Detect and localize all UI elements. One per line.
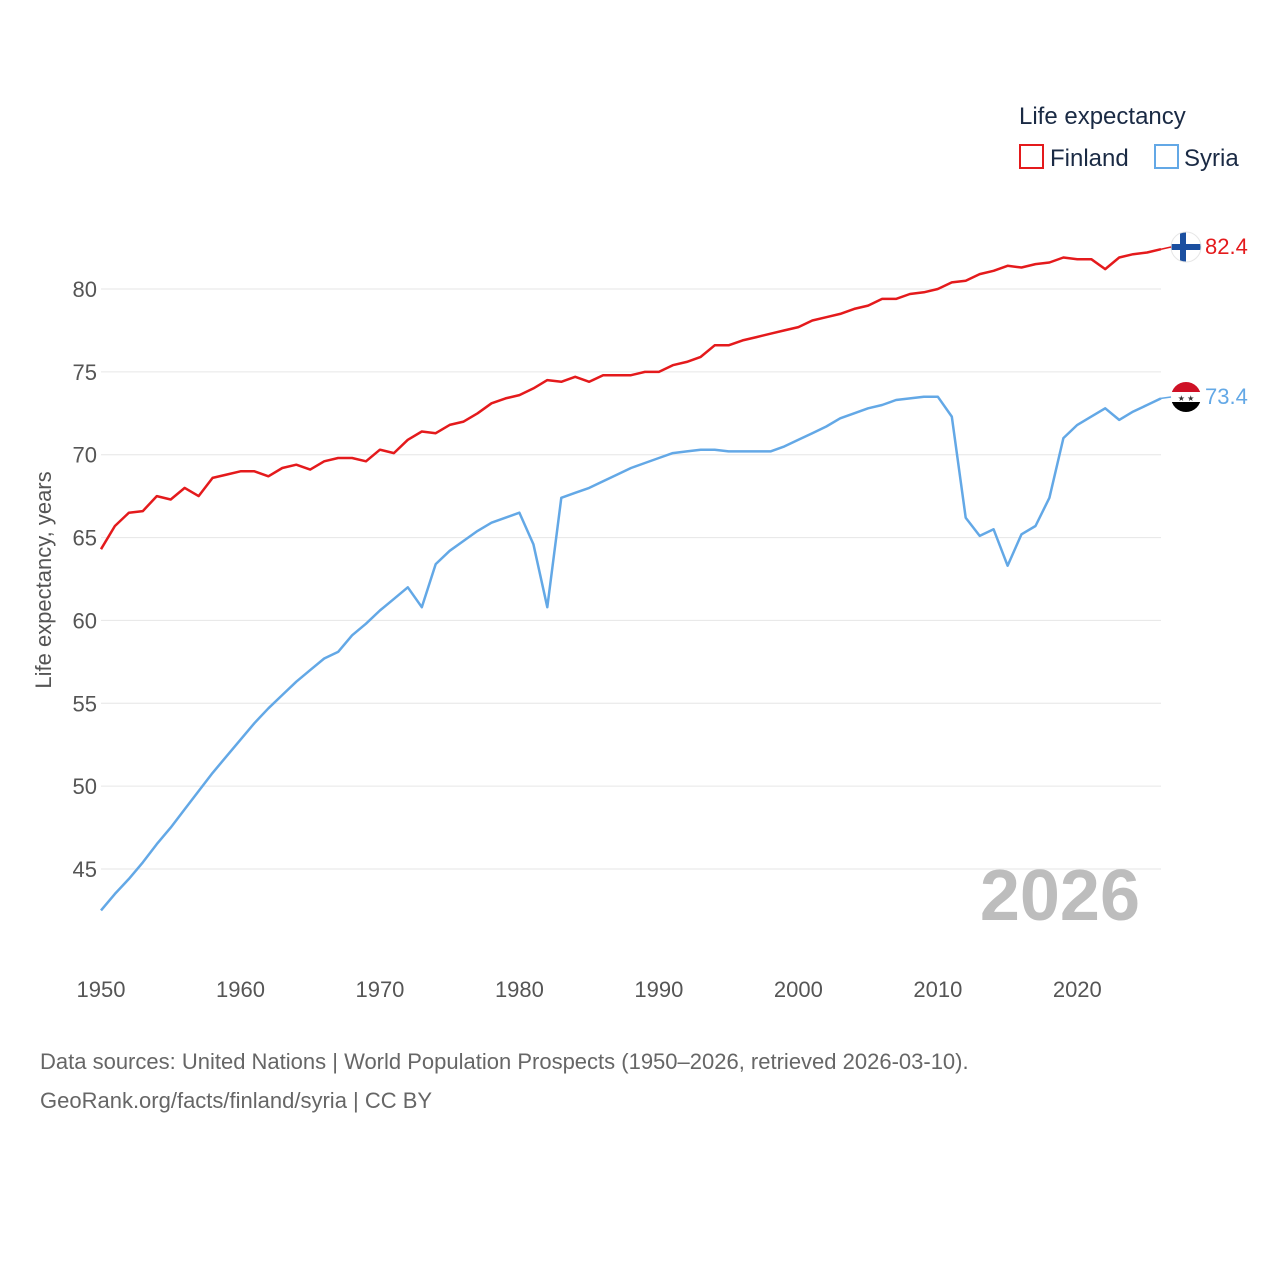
y-tick-label: 60 (73, 608, 97, 633)
x-tick-label: 1980 (495, 977, 544, 1002)
legend-label-syria[interactable]: Syria (1184, 145, 1239, 172)
series-line-syria[interactable] (100, 395, 1162, 912)
footer-credit: GeoRank.org/facts/finland/syria | CC BY (40, 1088, 433, 1113)
legend-label-finland[interactable]: Finland (1050, 145, 1129, 172)
life-expectancy-chart: 45 50 55 60 65 70 75 80 1950 1960 1970 1980 1990 200… (31, 103, 1248, 1002)
legend-title: Life expectancy (1019, 103, 1186, 130)
x-tick-label: 2010 (913, 977, 962, 1002)
y-tick-label: 55 (73, 691, 97, 716)
end-connector-finland (1160, 246, 1172, 250)
footer-sources: Data sources: United Nations | World Pop… (40, 1049, 969, 1074)
y-axis-ticks: 45 50 55 60 65 70 75 80 (73, 277, 97, 882)
y-axis-title: Life expectancy, years (31, 471, 56, 688)
end-labels: 82.4 73.4 (1160, 234, 1248, 409)
end-connector-syria (1160, 396, 1172, 400)
legend-swatch-syria[interactable] (1154, 144, 1179, 169)
y-tick-label: 80 (73, 277, 97, 302)
x-tick-label: 1970 (355, 977, 404, 1002)
svg-text:★ ★: ★ ★ (1178, 394, 1195, 403)
y-tick-label: 70 (73, 443, 97, 468)
x-tick-label: 2020 (1053, 977, 1102, 1002)
y-tick-label: 75 (73, 360, 97, 385)
syria-flag-icon: ★ ★ (1171, 382, 1201, 412)
legend-swatch-finland[interactable] (1019, 144, 1044, 169)
finland-flag-icon (1170, 231, 1202, 263)
x-tick-label: 2000 (774, 977, 823, 1002)
y-tick-label: 65 (73, 526, 97, 551)
y-tick-label: 50 (73, 774, 97, 799)
gridlines (101, 288, 1161, 870)
y-tick-label: 45 (73, 857, 97, 882)
footer: Data sources: United Nations | World Pop… (40, 1042, 969, 1120)
year-label: 2026 (980, 856, 1140, 936)
legend: Life expectancy Finland Syria (1019, 103, 1239, 172)
end-label-finland: 82.4 (1205, 234, 1248, 259)
x-tick-label: 1950 (77, 977, 126, 1002)
x-axis-ticks: 1950 1960 1970 1980 1990 2000 2010 2020 (77, 977, 1102, 1002)
end-label-syria: 73.4 (1205, 384, 1248, 409)
series-line-finland[interactable] (99, 247, 1162, 550)
x-tick-label: 1960 (216, 977, 265, 1002)
series-lines (99, 247, 1162, 912)
x-tick-label: 1990 (634, 977, 683, 1002)
